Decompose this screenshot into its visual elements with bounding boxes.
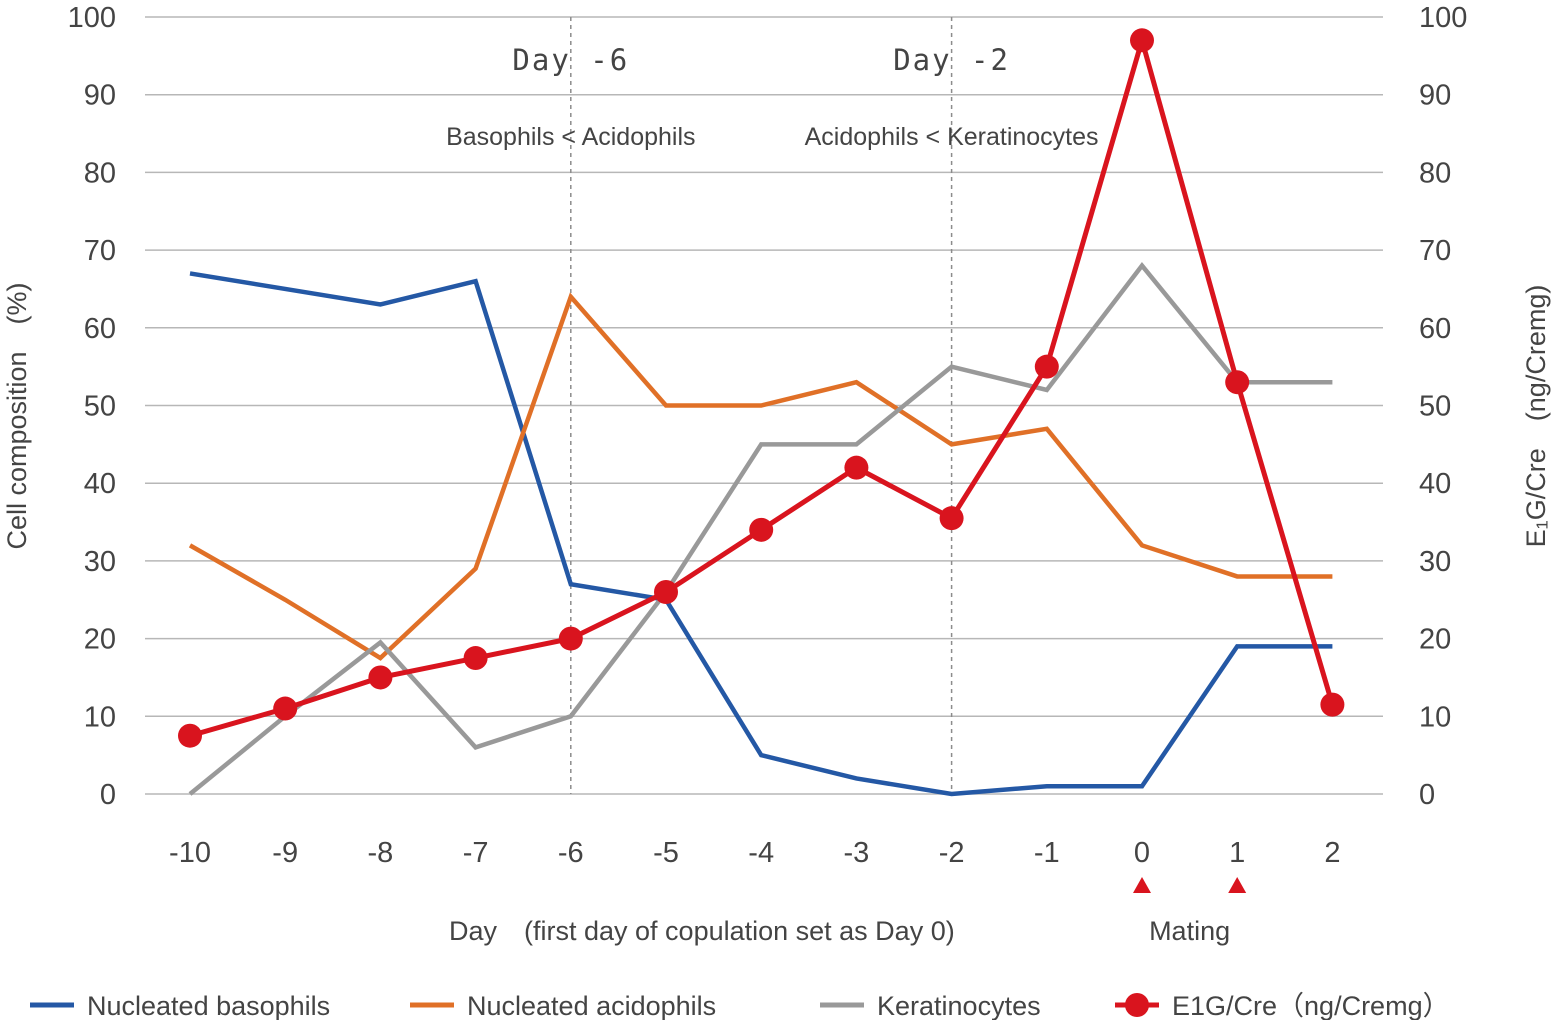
y-tick-label: 90 — [84, 80, 116, 112]
x-tick-label: -6 — [558, 837, 584, 869]
data-point-e1g-cre-ng-cremg — [844, 455, 869, 480]
series-markers — [178, 28, 1345, 748]
y-tick-label: 40 — [84, 468, 116, 500]
y2-tick-label: 20 — [1419, 624, 1451, 656]
data-point-e1g-cre-ng-cremg — [749, 517, 774, 542]
y2-tick-label: 80 — [1419, 157, 1451, 189]
y2-tick-label: 10 — [1419, 701, 1451, 733]
x-axis-label: Day (first day of copulation set as Day … — [449, 916, 955, 946]
x-tick-label: -10 — [169, 837, 211, 869]
x-tick-label: -8 — [368, 837, 394, 869]
data-point-e1g-cre-ng-cremg — [1130, 28, 1154, 53]
y-tick-label: 100 — [68, 2, 116, 34]
annotations: Day -6 Basophils < Acidophils Day -2 Acidop… — [446, 43, 1098, 151]
x-tick-label: -7 — [463, 837, 489, 869]
y-tick-label: 60 — [84, 313, 116, 345]
data-point-e1g-cre-ng-cremg — [273, 696, 298, 721]
y-tick-label: 20 — [84, 624, 116, 656]
x-tick-label: -3 — [844, 837, 870, 869]
legend-label-keratinocytes: Keratinocytes — [877, 991, 1041, 1020]
y-tick-label: 80 — [84, 157, 116, 189]
legend-label-nucleated-acidophils: Nucleated acidophils — [467, 991, 716, 1020]
y2-tick-label: 60 — [1419, 313, 1451, 345]
x-tick-label: -5 — [653, 837, 679, 869]
x-axis-ticks: -10 -9 -8 -7 -6 -5 -4 -3 -2 -1 0 1 2 — [169, 837, 1340, 869]
mating-marker-icon — [1228, 877, 1247, 893]
y-tick-label: 70 — [84, 235, 116, 267]
annotation-day-label: Day -2 — [893, 43, 1010, 77]
y2-tick-label: 100 — [1419, 2, 1467, 34]
annotation-lines — [570, 17, 953, 794]
data-point-e1g-cre-ng-cremg — [1225, 370, 1250, 395]
x-tick-label: 0 — [1134, 837, 1150, 869]
y-axis-left-ticks: 0 10 20 30 40 50 60 70 80 90 100 — [68, 2, 116, 811]
y2-tick-label: 90 — [1419, 80, 1451, 112]
annotation-day-label: Day -6 — [512, 43, 629, 77]
data-point-e1g-cre-ng-cremg — [1034, 354, 1059, 379]
mating-label: Mating — [1149, 916, 1230, 946]
y-tick-label: 50 — [84, 391, 116, 423]
y-tick-label: 30 — [84, 546, 116, 578]
y-tick-label: 10 — [84, 701, 116, 733]
x-tick-label: -4 — [748, 837, 774, 869]
y2-tick-label: 50 — [1419, 391, 1451, 423]
y2-axis-label: E₁G/Cre (ng/Cremg) — [1521, 285, 1551, 548]
y2-tick-label: 0 — [1419, 779, 1435, 811]
y-axis-right-ticks: 0 10 20 30 40 50 60 70 80 90 100 — [1419, 2, 1467, 811]
legend-marker-e1g-cre-ng-cremg — [1125, 993, 1149, 1017]
series-lines — [188, 31, 1335, 797]
mating-annotation: Mating — [1133, 877, 1247, 946]
x-tick-label: -2 — [939, 837, 965, 869]
x-tick-label: -9 — [272, 837, 298, 869]
data-point-e1g-cre-ng-cremg — [368, 665, 393, 690]
data-point-e1g-cre-ng-cremg — [178, 723, 202, 748]
legend-label-e1g-cre-ng-cremg: E1G/Cre（ng/Cremg） — [1172, 991, 1450, 1020]
x-tick-label: -1 — [1034, 837, 1060, 869]
y-tick-label: 0 — [100, 779, 116, 811]
y2-tick-label: 70 — [1419, 235, 1451, 267]
data-point-e1g-cre-ng-cremg — [463, 646, 488, 671]
series-line-keratinocytes — [188, 262, 1333, 796]
series-line-e1g-cre-ng-cremg — [189, 31, 1335, 739]
legend-label-nucleated-basophils: Nucleated basophils — [87, 991, 330, 1020]
data-point-e1g-cre-ng-cremg — [939, 506, 964, 531]
legend: Nucleated basophils Nucleated acidophils K… — [30, 991, 1450, 1020]
annotation-note: Acidophils < Keratinocytes — [805, 123, 1099, 151]
series-line-nucleated-basophils — [189, 271, 1333, 797]
data-point-e1g-cre-ng-cremg — [1320, 692, 1345, 717]
x-tick-label: 1 — [1229, 837, 1245, 869]
series-line-nucleated-acidophils — [188, 292, 1333, 661]
data-point-e1g-cre-ng-cremg — [558, 626, 583, 651]
annotation-note: Basophils < Acidophils — [446, 123, 695, 151]
mating-marker-icon — [1133, 877, 1151, 893]
data-point-e1g-cre-ng-cremg — [654, 579, 678, 604]
y2-tick-label: 40 — [1419, 468, 1451, 500]
y-axis-label: Cell composition (%) — [2, 282, 32, 549]
x-tick-label: 2 — [1324, 837, 1340, 869]
y2-tick-label: 30 — [1419, 546, 1451, 578]
